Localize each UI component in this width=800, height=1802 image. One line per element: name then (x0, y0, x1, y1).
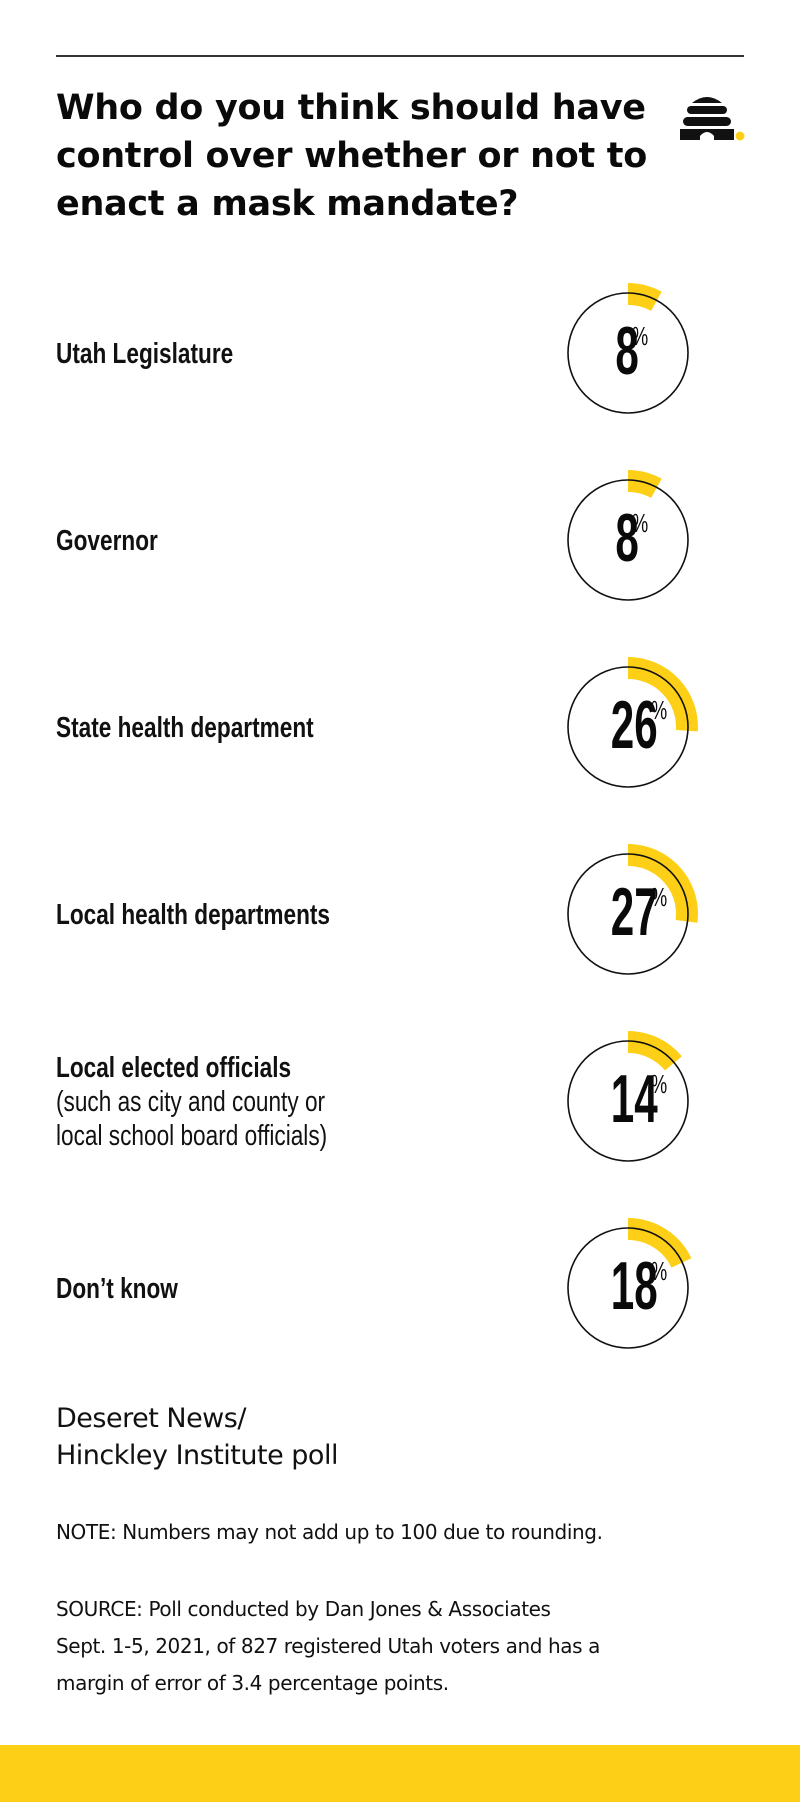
percent-sign: % (632, 321, 649, 351)
percent-sign: % (632, 508, 649, 538)
percentage-number: 8 (614, 313, 639, 389)
progress-arc (627, 1031, 682, 1071)
result-row: Don’t know 18% (0, 1195, 800, 1382)
percentage-value: 8% (568, 311, 688, 391)
row-label-primary: Utah Legislature (56, 337, 234, 370)
percentage-value: 18% (568, 1246, 688, 1326)
radial-progress-chart (567, 844, 698, 975)
row-label-primary: Don’t know (56, 1272, 178, 1305)
circle-outline (567, 479, 689, 601)
title-line: Who do you think should have (56, 88, 646, 128)
percentage-number: 26 (610, 687, 658, 763)
row-label-primary: Local elected officials (56, 1051, 292, 1084)
row-label-primary: Local health departments (56, 898, 331, 931)
source-line: Sept. 1-5, 2021, of 827 registered Utah … (56, 1634, 600, 1658)
percent-sign: % (651, 695, 668, 725)
row-label-secondary: (such as city and county or (56, 1085, 326, 1118)
percentage-value: 8% (568, 498, 688, 578)
percentage-number: 14 (610, 1061, 658, 1137)
top-rule (56, 55, 744, 57)
row-label: Local elected officials (such as city and… (56, 1051, 476, 1153)
result-row: Utah Legislature 8% (0, 260, 800, 447)
percent-sign: % (651, 1069, 668, 1099)
percentage-value: 27% (568, 872, 688, 952)
result-row: State health department 26% (0, 634, 800, 821)
bottom-accent-band (0, 1745, 800, 1802)
circle-outline (567, 853, 689, 975)
row-label: State health department (56, 711, 476, 745)
circle-outline (567, 1040, 689, 1162)
progress-arc (627, 657, 698, 732)
row-label-primary: State health department (56, 711, 314, 744)
radial-progress-chart (567, 1031, 689, 1162)
percentage-number: 18 (610, 1248, 658, 1324)
row-label-primary: Governor (56, 524, 158, 557)
radial-progress-chart (567, 283, 689, 414)
progress-arc (627, 283, 662, 312)
percentage-value: 14% (568, 1059, 688, 1139)
progress-arc (627, 470, 662, 499)
percent-sign: % (651, 1256, 668, 1286)
result-row: Local elected officials (such as city and… (0, 1008, 800, 1195)
percentage-number: 27 (610, 874, 658, 950)
percentage-value: 26% (568, 685, 688, 765)
rounding-note: NOTE: Numbers may not add up to 100 due … (56, 1520, 603, 1544)
title-line: control over whether or not to (56, 136, 647, 176)
circle-outline (567, 1227, 689, 1349)
circle-outline (567, 666, 689, 788)
circle-outline (567, 292, 689, 414)
poll-source-title: Deseret News/ Hinckley Institute poll (56, 1400, 338, 1474)
radial-progress-chart (567, 657, 698, 788)
progress-arc (627, 844, 698, 923)
row-label: Utah Legislature (56, 337, 476, 371)
radial-progress-chart (567, 470, 689, 601)
row-label: Local health departments (56, 898, 476, 932)
source-title-line: Deseret News/ (56, 1403, 246, 1434)
source-title-line: Hinckley Institute poll (56, 1440, 338, 1471)
methodology-source: SOURCE: Poll conducted by Dan Jones & As… (56, 1591, 756, 1702)
chart-title: Who do you think should have control ove… (56, 84, 656, 228)
row-label-secondary: local school board officials) (56, 1119, 328, 1152)
title-line: enact a mask mandate? (56, 184, 519, 224)
source-line: SOURCE: Poll conducted by Dan Jones & As… (56, 1597, 551, 1621)
result-row: Local health departments 27% (0, 821, 800, 1008)
progress-arc (627, 1218, 692, 1269)
row-label: Don’t know (56, 1272, 476, 1306)
result-row: Governor 8% (0, 447, 800, 634)
percentage-number: 8 (614, 500, 639, 576)
row-label: Governor (56, 524, 476, 558)
source-line: margin of error of 3.4 percentage points… (56, 1671, 449, 1695)
beehive-icon (680, 97, 745, 141)
percent-sign: % (651, 882, 668, 912)
radial-progress-chart (567, 1218, 692, 1349)
